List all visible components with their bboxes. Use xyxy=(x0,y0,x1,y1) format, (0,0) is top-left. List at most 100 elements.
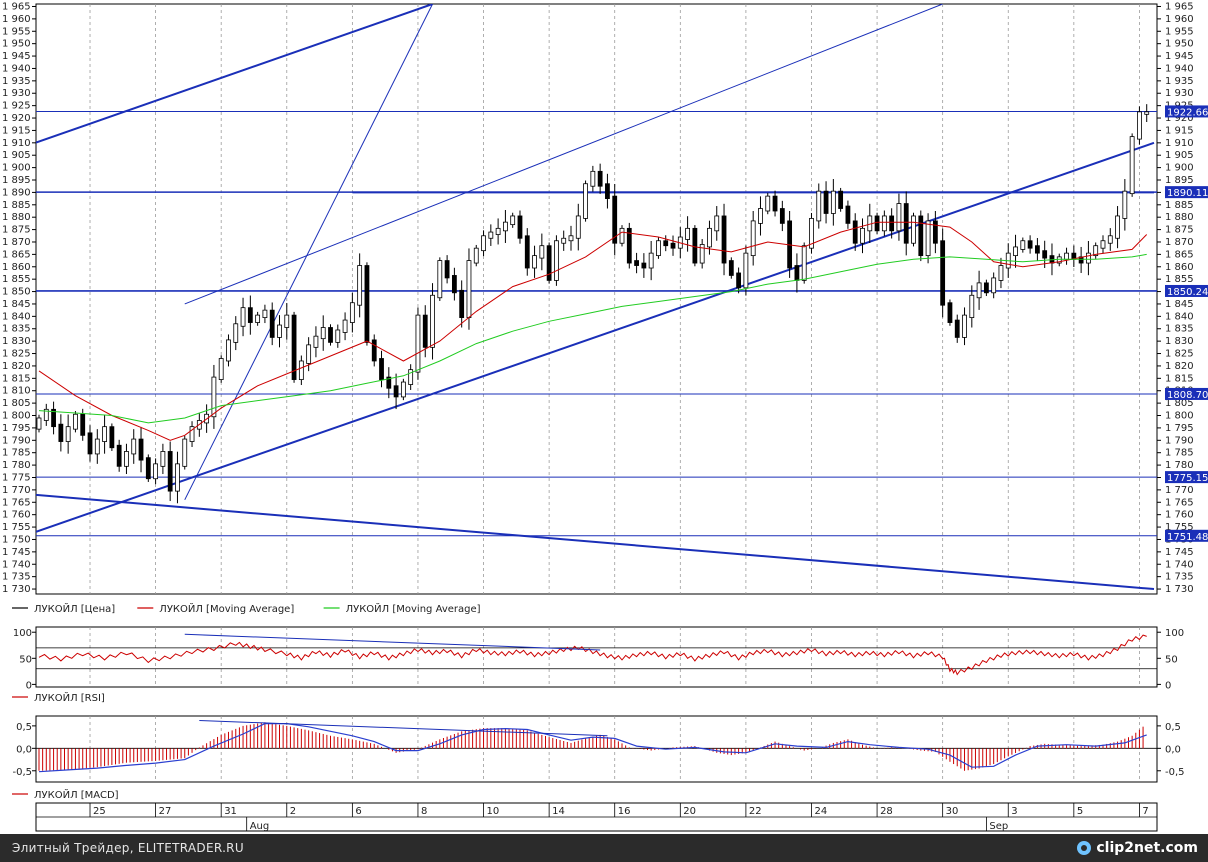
date-axis-day-label-7: 14 xyxy=(552,806,565,817)
price-left-tick-label-23: 1 845 xyxy=(2,299,31,310)
price-candle-body xyxy=(298,360,304,380)
price-candle-body xyxy=(728,260,734,276)
price-left-tick-label-44: 1 950 xyxy=(2,39,31,50)
price-candle-body xyxy=(517,215,523,239)
price-candle-body xyxy=(823,190,829,214)
price-left-tick-label-10: 1 780 xyxy=(2,460,31,471)
footer-bar: Элитный Трейдер, ELITETRADER.RU clip2net… xyxy=(0,834,1208,862)
price-left-tick-label-19: 1 825 xyxy=(2,349,31,360)
price-candle-body xyxy=(43,408,49,421)
price-right-tick-label-29: 1 875 xyxy=(1165,225,1194,236)
price-level-badge-4 xyxy=(1165,471,1208,484)
price-candle-body xyxy=(437,260,443,299)
price-level-badge-3 xyxy=(1165,387,1208,400)
price-right-tick-label-42: 1 940 xyxy=(1165,63,1194,74)
price-right-tick-label-13: 1 795 xyxy=(1165,423,1194,434)
legend-price-label-1: ЛУКОЙЛ [Moving Average] xyxy=(159,602,294,615)
price-candle-body xyxy=(524,235,530,269)
price-candle-body xyxy=(801,245,807,281)
price-right-tick-label-6: 1 760 xyxy=(1165,510,1194,521)
price-candle-body xyxy=(386,376,392,389)
price-candle-body xyxy=(87,432,93,455)
date-axis-day-label-11: 24 xyxy=(814,806,827,817)
ma-green-line xyxy=(38,253,1147,424)
price-candle-body xyxy=(1056,256,1062,264)
date-axis-day-label-1: 27 xyxy=(159,806,172,817)
price-candle-body xyxy=(575,215,581,239)
price-left-tick-label-37: 1 915 xyxy=(2,125,31,136)
date-axis-day-label-5: 8 xyxy=(421,806,427,817)
price-candle-body xyxy=(1144,111,1150,115)
price-candle-body xyxy=(167,451,173,492)
price-right-tick-label-38: 1 920 xyxy=(1165,113,1194,124)
price-candle-body xyxy=(721,215,727,264)
price-candle-body xyxy=(932,220,938,244)
price-candle-body xyxy=(495,227,501,235)
price-candle-body xyxy=(925,220,931,257)
price-left-tick-label-47: 1 965 xyxy=(2,1,31,12)
price-candle-body xyxy=(473,247,479,264)
price-left-tick-label-38: 1 920 xyxy=(2,113,31,124)
price-candle-body xyxy=(663,240,669,247)
price-candle-body xyxy=(247,307,253,323)
date-axis-day-label-16: 7 xyxy=(1142,806,1148,817)
price-candle-body xyxy=(430,294,435,348)
price-candle-body xyxy=(1027,240,1033,249)
price-left-tick-label-31: 1 885 xyxy=(2,200,31,211)
price-candle-body xyxy=(1115,215,1120,239)
macd-right-tick-label-2: 0,5 xyxy=(1165,722,1181,733)
price-right-tick-label-31: 1 885 xyxy=(1165,200,1194,211)
price-right-tick-label-18: 1 820 xyxy=(1165,361,1194,372)
price-candle-body xyxy=(1137,111,1142,140)
price-right-tick-label-8: 1 770 xyxy=(1165,485,1194,496)
price-candle-body xyxy=(583,183,588,219)
price-candle-body xyxy=(758,208,763,224)
price-candle-body xyxy=(838,190,844,209)
price-trend-line-2 xyxy=(184,4,943,305)
price-right-tick-label-15: 1 805 xyxy=(1165,398,1194,409)
price-level-label-3: 1808.70 xyxy=(1167,390,1208,401)
price-candle-body xyxy=(991,277,997,294)
price-left-tick-label-4: 1 750 xyxy=(2,534,31,545)
price-candle-body xyxy=(481,235,486,252)
price-candle-body xyxy=(240,307,246,327)
price-candle-body xyxy=(612,195,618,244)
price-left-tick-label-18: 1 820 xyxy=(2,361,31,372)
price-level-badge-2 xyxy=(1165,284,1208,297)
price-level-badge-1 xyxy=(1165,186,1208,199)
price-left-tick-label-16: 1 810 xyxy=(2,386,31,397)
price-candle-body xyxy=(619,227,625,244)
price-candle-body xyxy=(182,438,188,467)
price-trend-line-0 xyxy=(36,4,433,144)
clip2net-logo[interactable]: clip2net.com xyxy=(1077,839,1198,857)
price-trend-line-3 xyxy=(36,141,1155,533)
price-candle-body xyxy=(488,231,494,239)
price-candle-body xyxy=(954,319,960,338)
price-left-tick-label-6: 1 760 xyxy=(2,510,31,521)
price-right-tick-label-7: 1 765 xyxy=(1165,497,1194,508)
price-right-tick-label-21: 1 835 xyxy=(1165,324,1194,335)
price-left-tick-label-11: 1 785 xyxy=(2,448,31,459)
price-candle-body xyxy=(845,205,851,224)
price-candle-body xyxy=(626,227,632,264)
price-right-tick-label-40: 1 930 xyxy=(1165,88,1194,99)
price-left-tick-label-28: 1 870 xyxy=(2,237,31,248)
date-axis-day-label-15: 5 xyxy=(1077,806,1083,817)
price-candle-body xyxy=(400,381,406,398)
price-candle-body xyxy=(1042,250,1048,259)
price-left-tick-label-24: 1 850 xyxy=(2,287,31,298)
price-left-tick-label-12: 1 790 xyxy=(2,435,31,446)
price-candle-body xyxy=(554,240,559,281)
price-right-tick-label-23: 1 845 xyxy=(1165,299,1194,310)
price-candle-body xyxy=(860,227,865,244)
price-candle-body xyxy=(707,227,712,248)
price-candle-body xyxy=(605,183,610,200)
price-right-tick-label-35: 1 905 xyxy=(1165,150,1194,161)
price-candle-body xyxy=(51,408,56,428)
price-left-tick-label-33: 1 895 xyxy=(2,175,31,186)
price-candle-body xyxy=(911,215,916,244)
price-candle-body xyxy=(36,417,42,430)
rsi-frame xyxy=(35,626,1158,688)
